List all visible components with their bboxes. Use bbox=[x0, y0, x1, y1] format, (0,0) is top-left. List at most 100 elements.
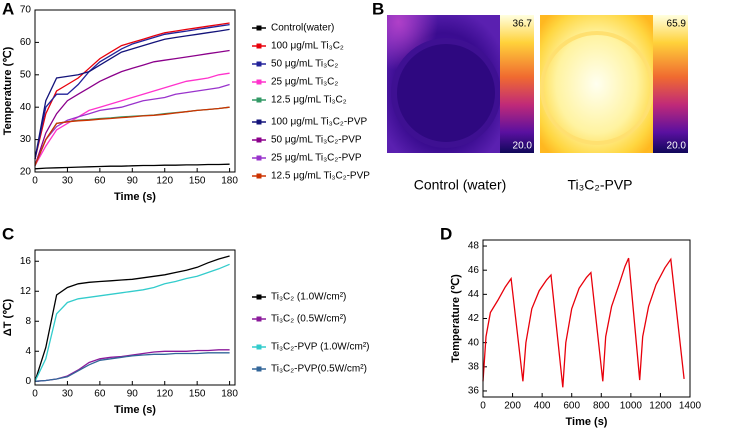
panel-label: C bbox=[2, 224, 14, 243]
x-tick-label: 1400 bbox=[679, 401, 702, 412]
legend-marker bbox=[256, 97, 262, 103]
x-tick-label: 800 bbox=[593, 401, 610, 412]
x-tick-label: 400 bbox=[534, 401, 551, 412]
x-tick-label: 0 bbox=[480, 401, 486, 412]
panel-b: B 36.7 20.0 Control (water) 65.9 20.0 Ti… bbox=[372, 0, 688, 193]
x-tick-label: 1200 bbox=[649, 401, 672, 412]
y-tick-label: 70 bbox=[20, 5, 32, 16]
y-tick-label: 36 bbox=[468, 386, 480, 397]
colorbar-min: 20.0 bbox=[513, 141, 533, 152]
data-line bbox=[34, 255, 230, 382]
x-tick-label: 90 bbox=[127, 176, 139, 187]
y-tick-label: 0 bbox=[25, 376, 31, 387]
well bbox=[540, 31, 654, 145]
legend-label: 12.5 μg/mL Ti₃C₂ bbox=[271, 95, 347, 106]
legend-marker bbox=[256, 155, 262, 161]
x-tick-label: 150 bbox=[189, 389, 206, 400]
legend-marker bbox=[256, 61, 262, 67]
data-line bbox=[34, 28, 230, 160]
data-line bbox=[34, 22, 230, 160]
x-axis-label: Time (s) bbox=[566, 416, 608, 428]
legend-label: Ti₃C₂ (0.5W/cm²) bbox=[271, 314, 346, 325]
legend-marker bbox=[256, 344, 262, 350]
y-axis-label: Temperature (℃) bbox=[2, 46, 14, 135]
y-axis-label: ΔT (℃) bbox=[2, 298, 14, 336]
colorbar bbox=[653, 15, 688, 153]
legend-marker bbox=[256, 119, 262, 125]
x-tick-label: 120 bbox=[156, 176, 173, 187]
panel-label: B bbox=[372, 0, 384, 18]
legend-label: 25 μg/mL Ti₃C₂-PVP bbox=[271, 153, 362, 164]
data-line bbox=[34, 352, 230, 382]
data-line bbox=[34, 83, 230, 166]
legend-label: Ti₃C₂ (1.0W/cm²) bbox=[271, 292, 346, 303]
legend-marker bbox=[256, 294, 262, 300]
legend-label: 100 μg/mL Ti₃C₂ bbox=[271, 41, 344, 52]
plot-frame bbox=[34, 249, 236, 386]
legend-marker bbox=[256, 316, 262, 322]
data-line bbox=[34, 49, 230, 166]
y-tick-label: 16 bbox=[20, 256, 32, 267]
y-tick-label: 38 bbox=[468, 361, 480, 372]
x-tick-label: 600 bbox=[563, 401, 580, 412]
panel-label: A bbox=[2, 0, 14, 18]
x-tick-label: 30 bbox=[62, 389, 74, 400]
x-tick-label: 180 bbox=[221, 176, 238, 187]
legend-marker bbox=[256, 137, 262, 143]
colorbar-max: 65.9 bbox=[667, 19, 687, 30]
y-tick-label: 4 bbox=[25, 346, 31, 357]
legend-label: 12.5 μg/mL Ti₃C₂-PVP bbox=[271, 171, 370, 182]
colorbar bbox=[500, 15, 534, 153]
image-caption: Control (water) bbox=[414, 177, 507, 193]
legend-marker bbox=[256, 43, 262, 49]
x-tick-label: 1000 bbox=[620, 401, 643, 412]
x-tick-label: 180 bbox=[221, 389, 238, 400]
y-axis-label: Temperature (℃) bbox=[450, 274, 462, 363]
x-tick-label: 60 bbox=[94, 389, 106, 400]
y-tick-label: 8 bbox=[25, 316, 31, 327]
panel-label: D bbox=[440, 224, 452, 243]
x-tick-label: 120 bbox=[156, 389, 173, 400]
legend-marker bbox=[256, 366, 262, 372]
y-tick-label: 48 bbox=[468, 241, 480, 252]
y-tick-label: 30 bbox=[20, 134, 32, 145]
data-line bbox=[34, 23, 230, 160]
y-tick-label: 12 bbox=[20, 286, 32, 297]
y-tick-label: 50 bbox=[20, 69, 32, 80]
x-tick-label: 0 bbox=[32, 176, 38, 187]
legend-label: 50 μg/mL Ti₃C₂ bbox=[271, 59, 338, 70]
y-tick-label: 60 bbox=[20, 37, 32, 48]
well bbox=[391, 38, 501, 148]
x-tick-label: 150 bbox=[189, 176, 206, 187]
x-tick-label: 0 bbox=[32, 389, 38, 400]
data-line bbox=[34, 106, 230, 166]
data-line bbox=[34, 163, 230, 170]
data-line bbox=[34, 263, 230, 382]
x-tick-label: 60 bbox=[94, 176, 106, 187]
thermal-image bbox=[540, 15, 653, 153]
legend-marker bbox=[256, 173, 262, 179]
data-line bbox=[482, 257, 685, 388]
image-caption: Ti₃C₂-PVP bbox=[567, 177, 632, 193]
legend-label: 50 μg/mL Ti₃C₂-PVP bbox=[271, 135, 362, 146]
y-tick-label: 40 bbox=[468, 337, 480, 348]
data-line bbox=[34, 106, 230, 166]
y-tick-label: 44 bbox=[468, 289, 480, 300]
colorbar-min: 20.0 bbox=[667, 141, 687, 152]
legend-marker bbox=[256, 79, 262, 85]
x-axis-label: Time (s) bbox=[114, 404, 156, 416]
legend-label: 25 μg/mL Ti₃C₂ bbox=[271, 77, 338, 88]
y-tick-label: 40 bbox=[20, 102, 32, 113]
plot-frame bbox=[482, 239, 691, 398]
legend-label: Ti₃C₂-PVP (1.0W/cm²) bbox=[271, 342, 370, 353]
data-line bbox=[34, 349, 230, 382]
x-tick-label: 90 bbox=[127, 389, 139, 400]
y-tick-label: 42 bbox=[468, 313, 480, 324]
x-tick-label: 200 bbox=[504, 401, 521, 412]
legend-label: 100 μg/mL Ti₃C₂-PVP bbox=[271, 117, 367, 128]
data-line bbox=[34, 72, 230, 166]
x-tick-label: 30 bbox=[62, 176, 74, 187]
colorbar-max: 36.7 bbox=[513, 19, 533, 30]
plot-frame bbox=[34, 9, 236, 173]
